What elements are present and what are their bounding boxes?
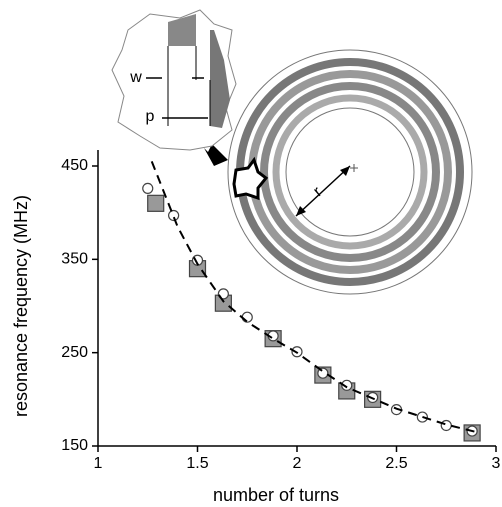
circle-marker <box>341 379 353 391</box>
y-tick-label: 150 <box>61 437 88 454</box>
circle-marker <box>142 182 154 194</box>
x-axis-label: number of turns <box>213 485 339 505</box>
y-tick-label: 450 <box>61 157 88 174</box>
annotation: p <box>146 108 155 125</box>
x-tick-label: 1 <box>94 455 103 472</box>
x-tick-label: 2 <box>293 455 302 472</box>
coil-illustration <box>111 9 473 295</box>
x-tick-label: 1.5 <box>186 455 208 472</box>
x-tick-label: 2.5 <box>385 455 407 472</box>
circle-marker <box>168 209 180 222</box>
y-tick-label: 350 <box>61 251 88 268</box>
x-tick-label: 3 <box>492 455 501 472</box>
y-tick-label: 250 <box>61 344 88 361</box>
fit-line <box>150 160 477 433</box>
annotation: w <box>129 69 142 86</box>
circle-marker <box>440 419 452 432</box>
y-axis-label: resonance frequency (MHz) <box>11 195 31 417</box>
circle-marker <box>416 411 428 423</box>
square-marker <box>147 194 165 212</box>
